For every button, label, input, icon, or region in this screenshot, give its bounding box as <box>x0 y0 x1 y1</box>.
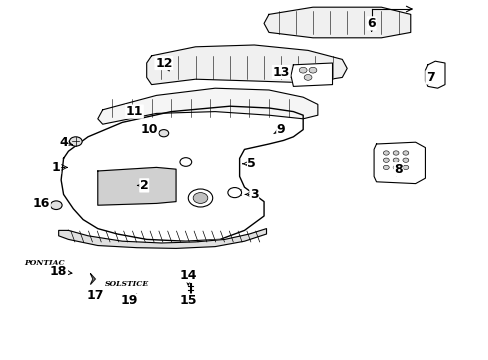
Circle shape <box>193 193 207 203</box>
Text: 13: 13 <box>272 66 289 78</box>
Circle shape <box>383 158 388 162</box>
Polygon shape <box>59 229 266 248</box>
Polygon shape <box>373 142 425 184</box>
Text: 3: 3 <box>249 188 258 201</box>
Polygon shape <box>425 61 444 88</box>
Circle shape <box>188 189 212 207</box>
Polygon shape <box>264 7 410 38</box>
Text: PONTIAC: PONTIAC <box>24 258 65 267</box>
Polygon shape <box>61 106 303 241</box>
Polygon shape <box>98 88 317 124</box>
Text: 12: 12 <box>155 57 172 69</box>
Circle shape <box>69 137 82 146</box>
Circle shape <box>402 165 408 170</box>
Circle shape <box>180 158 191 166</box>
Circle shape <box>159 130 168 137</box>
Polygon shape <box>90 274 95 284</box>
Circle shape <box>50 201 62 210</box>
Circle shape <box>402 158 408 162</box>
Circle shape <box>299 67 306 73</box>
Text: 8: 8 <box>393 163 402 176</box>
Text: 10: 10 <box>140 123 158 136</box>
Polygon shape <box>98 167 176 205</box>
Text: 17: 17 <box>86 289 104 302</box>
Circle shape <box>383 165 388 170</box>
Text: 4: 4 <box>59 136 68 149</box>
Text: 2: 2 <box>140 179 148 192</box>
Circle shape <box>392 151 398 155</box>
Polygon shape <box>290 63 332 86</box>
Text: SOLSTICE: SOLSTICE <box>105 280 149 288</box>
Circle shape <box>402 151 408 155</box>
Circle shape <box>227 188 241 198</box>
Text: 1: 1 <box>52 161 61 174</box>
Text: 19: 19 <box>121 294 138 307</box>
Circle shape <box>383 151 388 155</box>
Text: 6: 6 <box>366 17 375 30</box>
Text: 5: 5 <box>247 157 256 170</box>
Text: 16: 16 <box>33 197 50 210</box>
Text: 7: 7 <box>425 71 434 84</box>
Polygon shape <box>146 45 346 85</box>
Text: 18: 18 <box>50 265 67 278</box>
Text: 14: 14 <box>179 269 197 282</box>
Circle shape <box>392 165 398 170</box>
Text: 9: 9 <box>276 123 285 136</box>
Circle shape <box>308 67 316 73</box>
Circle shape <box>304 75 311 80</box>
Text: 15: 15 <box>179 294 197 307</box>
Text: 11: 11 <box>125 105 143 118</box>
Circle shape <box>392 158 398 162</box>
